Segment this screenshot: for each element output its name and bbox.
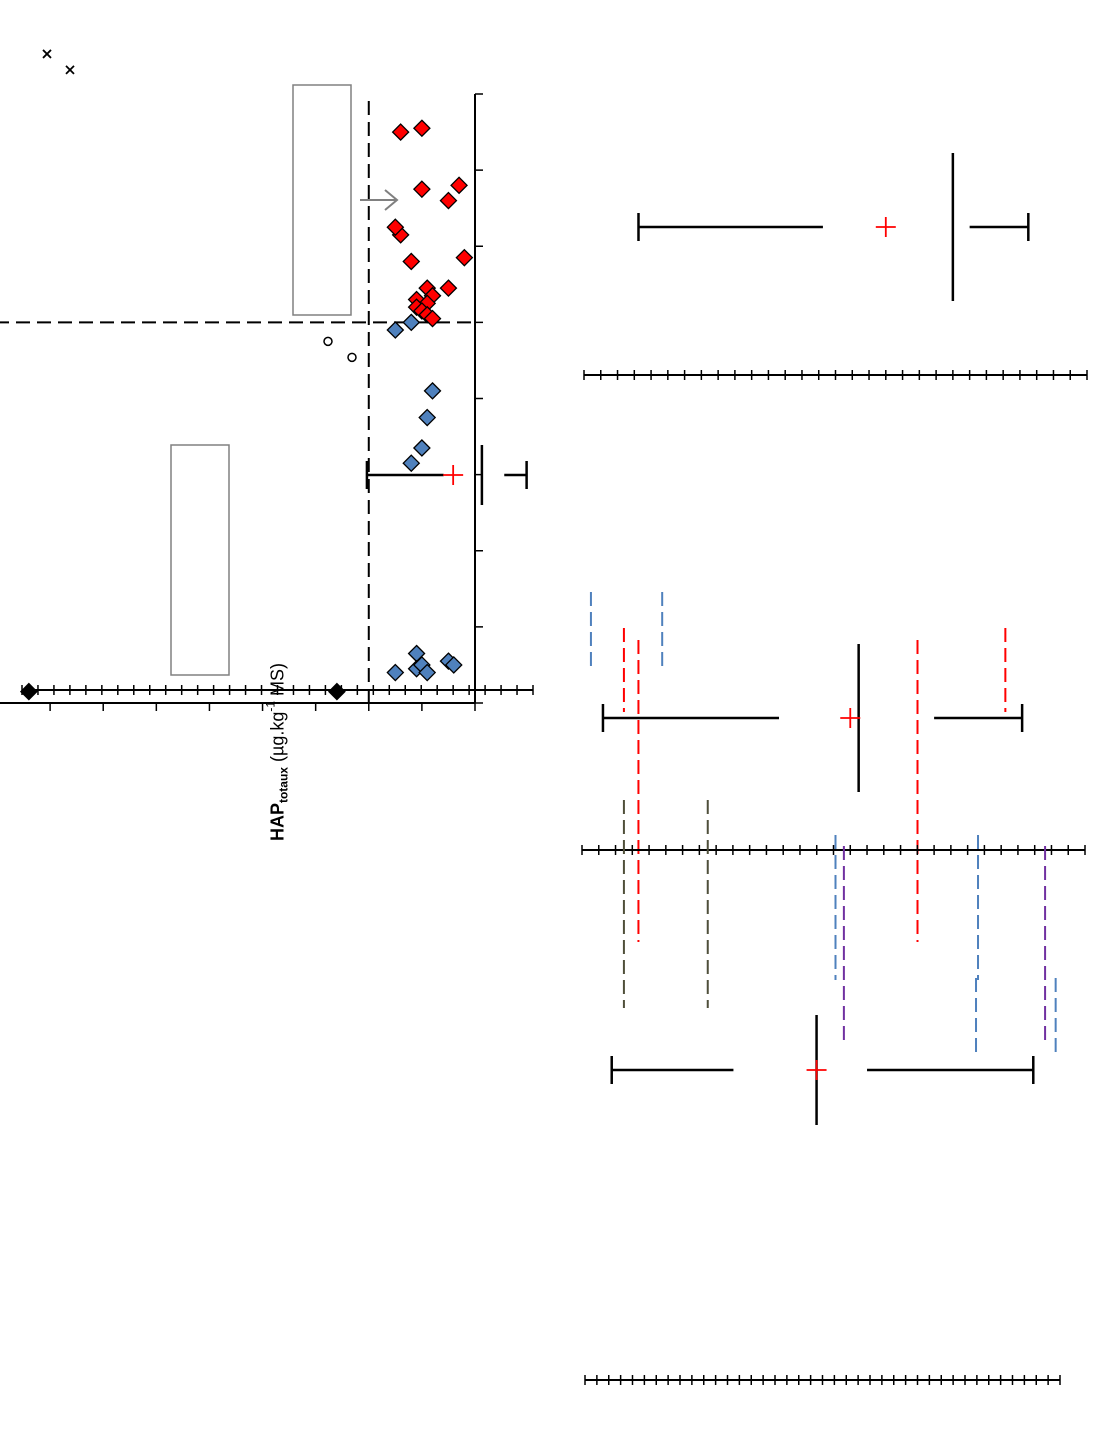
data-point: [412, 439, 431, 457]
data-point: [386, 321, 405, 339]
region-box-0: [170, 444, 230, 676]
outlier-marker: [323, 336, 333, 347]
data-point: [418, 408, 437, 427]
data-point: [402, 252, 421, 271]
data-point: [450, 176, 468, 195]
axis-title: HAPtotaux (µg.kg-1 MS): [264, 663, 291, 841]
data-point: [423, 381, 442, 400]
data-point: [439, 279, 458, 298]
data-point: [444, 656, 463, 674]
data-point: [402, 454, 421, 473]
axis-title-exp: -1: [264, 701, 278, 712]
data-point: [423, 309, 442, 328]
data-point: [455, 248, 474, 267]
panel-c: [584, 592, 1061, 1385]
axis-title-main: HAP: [268, 803, 288, 841]
outlier-marker: [42, 49, 52, 59]
panel-a: HAPtotaux (µg.kg-1 MS): [21, 49, 534, 841]
axis-title-group: HAPtotaux (µg.kg-1 MS): [264, 663, 291, 841]
panel-e: [583, 153, 1088, 1045]
panel-b: [0, 84, 483, 711]
data-point: [386, 663, 405, 682]
data-point: [412, 180, 431, 199]
labeled-point: [19, 682, 38, 701]
data-point: [391, 123, 410, 141]
data-point: [402, 313, 421, 332]
arrow-head: [384, 189, 399, 211]
axis-title-unit: (µg.kg: [268, 712, 288, 767]
axis-title-tail: MS): [268, 663, 288, 701]
axis-title-sub: totaux: [277, 767, 291, 803]
region-box-1: [292, 84, 352, 316]
outlier-marker: [347, 352, 357, 363]
labeled-point: [327, 682, 346, 701]
data-point: [418, 663, 437, 682]
data-point: [386, 218, 405, 237]
panel-d: [581, 628, 1086, 1058]
data-point: [412, 119, 431, 138]
outlier-marker: [65, 65, 75, 75]
data-point: [439, 191, 458, 210]
